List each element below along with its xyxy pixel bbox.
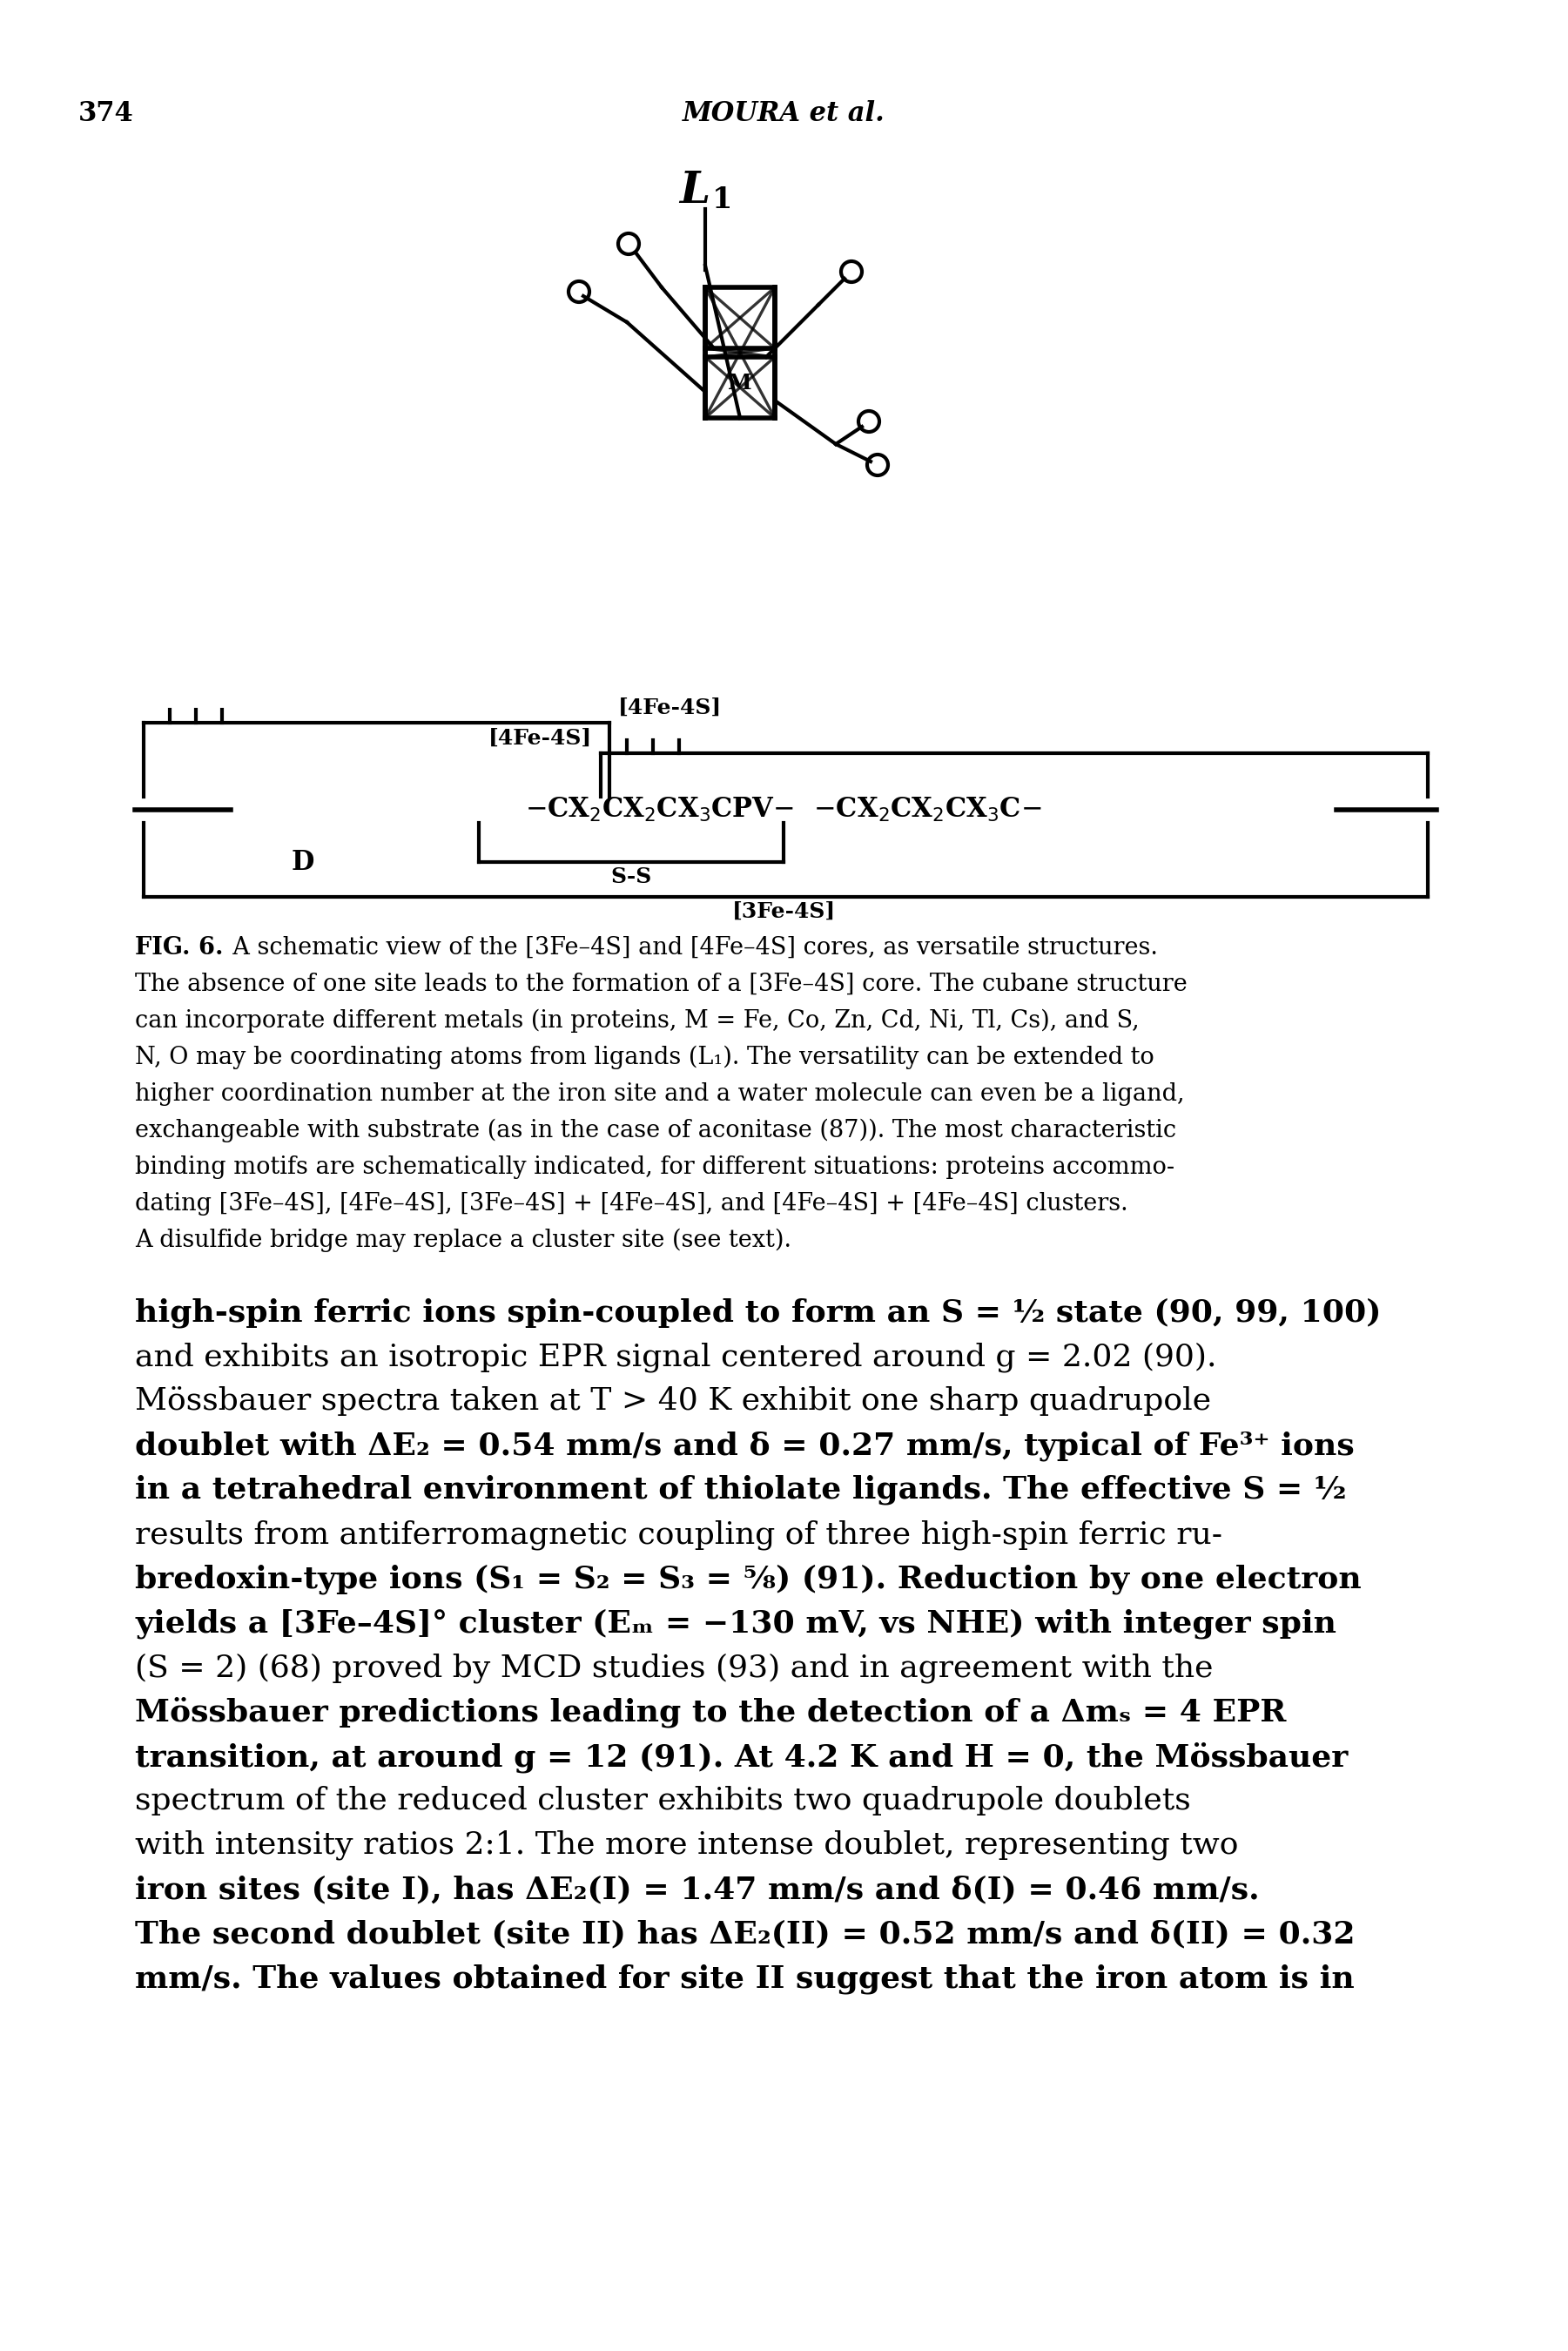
Text: 374: 374 — [78, 101, 133, 127]
Text: transition, at around g = 12 (91). At 4.2 K and H = 0, the Mössbauer: transition, at around g = 12 (91). At 4.… — [135, 1742, 1348, 1773]
Text: bredoxin-type ions (S₁ = S₂ = S₃ = ⅝) (91). Reduction by one electron: bredoxin-type ions (S₁ = S₂ = S₃ = ⅝) (9… — [135, 1563, 1361, 1594]
Text: mm/s. The values obtained for site II suggest that the iron atom is in: mm/s. The values obtained for site II su… — [135, 1963, 1355, 1994]
Text: yields a [3Fe–4S]° cluster (Eₘ = −130 mV, vs NHE) with integer spin: yields a [3Fe–4S]° cluster (Eₘ = −130 mV… — [135, 1608, 1336, 1639]
Text: The second doublet (site II) has ΔE₂(II) = 0.52 mm/s and δ(II) = 0.32: The second doublet (site II) has ΔE₂(II)… — [135, 1918, 1355, 1949]
Text: iron sites (site I), has ΔE₂(I) = 1.47 mm/s and δ(I) = 0.46 mm/s.: iron sites (site I), has ΔE₂(I) = 1.47 m… — [135, 1874, 1259, 1904]
Text: A disulfide bridge may replace a cluster site (see text).: A disulfide bridge may replace a cluster… — [135, 1230, 792, 1253]
Text: Mössbauer spectra taken at T > 40 K exhibit one sharp quadrupole: Mössbauer spectra taken at T > 40 K exhi… — [135, 1387, 1210, 1415]
Text: with intensity ratios 2:1. The more intense doublet, representing two: with intensity ratios 2:1. The more inte… — [135, 1831, 1239, 1860]
Text: spectrum of the reduced cluster exhibits two quadrupole doublets: spectrum of the reduced cluster exhibits… — [135, 1787, 1190, 1815]
Text: $-$CX$_2$CX$_2$CX$_3$CPV$-$  $-$CX$_2$CX$_2$CX$_3$C$-$: $-$CX$_2$CX$_2$CX$_3$CPV$-$ $-$CX$_2$CX$… — [525, 795, 1041, 823]
Text: can incorporate different metals (in proteins, M = Fe, Co, Zn, Cd, Ni, Tl, Cs), : can incorporate different metals (in pro… — [135, 1009, 1140, 1032]
Text: M: M — [728, 374, 753, 393]
Text: higher coordination number at the iron site and a water molecule can even be a l: higher coordination number at the iron s… — [135, 1081, 1184, 1105]
Text: results from antiferromagnetic coupling of three high-spin ferric ru-: results from antiferromagnetic coupling … — [135, 1519, 1223, 1549]
Text: Mössbauer predictions leading to the detection of a Δmₛ = 4 EPR: Mössbauer predictions leading to the det… — [135, 1697, 1286, 1728]
Text: 1: 1 — [712, 186, 732, 214]
Text: exchangeable with substrate (as in the case of aconitase (87)). The most charact: exchangeable with substrate (as in the c… — [135, 1119, 1176, 1143]
Text: S-S: S-S — [610, 868, 652, 886]
Text: D: D — [292, 849, 315, 877]
Text: N, O may be coordinating atoms from ligands (L₁). The versatility can be extende: N, O may be coordinating atoms from liga… — [135, 1046, 1154, 1070]
Text: [4Fe-4S]: [4Fe-4S] — [488, 729, 593, 750]
Text: binding motifs are schematically indicated, for different situations: proteins a: binding motifs are schematically indicat… — [135, 1154, 1174, 1178]
Text: (S = 2) (68) proved by MCD studies (93) and in agreement with the: (S = 2) (68) proved by MCD studies (93) … — [135, 1653, 1214, 1683]
Text: high-spin ferric ions spin-coupled to form an S = ½ state (90, 99, 100): high-spin ferric ions spin-coupled to fo… — [135, 1298, 1381, 1328]
Text: dating [3Fe–4S], [4Fe–4S], [3Fe–4S] + [4Fe–4S], and [4Fe–4S] + [4Fe–4S] clusters: dating [3Fe–4S], [4Fe–4S], [3Fe–4S] + [4… — [135, 1192, 1127, 1215]
Text: [4Fe-4S]: [4Fe-4S] — [618, 698, 721, 719]
Text: in a tetrahedral environment of thiolate ligands. The effective S = ½: in a tetrahedral environment of thiolate… — [135, 1474, 1347, 1505]
Text: L: L — [679, 169, 710, 212]
Text: A schematic view of the [3Fe–4S] and [4Fe–4S] cores, as versatile structures.: A schematic view of the [3Fe–4S] and [4F… — [218, 936, 1157, 959]
Text: The absence of one site leads to the formation of a [3Fe–4S] core. The cubane st: The absence of one site leads to the for… — [135, 973, 1187, 997]
Text: MOURA et al.: MOURA et al. — [682, 101, 884, 127]
Text: doublet with ΔE₂ = 0.54 mm/s and δ = 0.27 mm/s, typical of Fe³⁺ ions: doublet with ΔE₂ = 0.54 mm/s and δ = 0.2… — [135, 1432, 1355, 1460]
Text: and exhibits an isotropic EPR signal centered around g = 2.02 (90).: and exhibits an isotropic EPR signal cen… — [135, 1342, 1217, 1373]
Text: [3Fe-4S]: [3Fe-4S] — [732, 900, 836, 922]
Text: FIG. 6.: FIG. 6. — [135, 936, 223, 959]
